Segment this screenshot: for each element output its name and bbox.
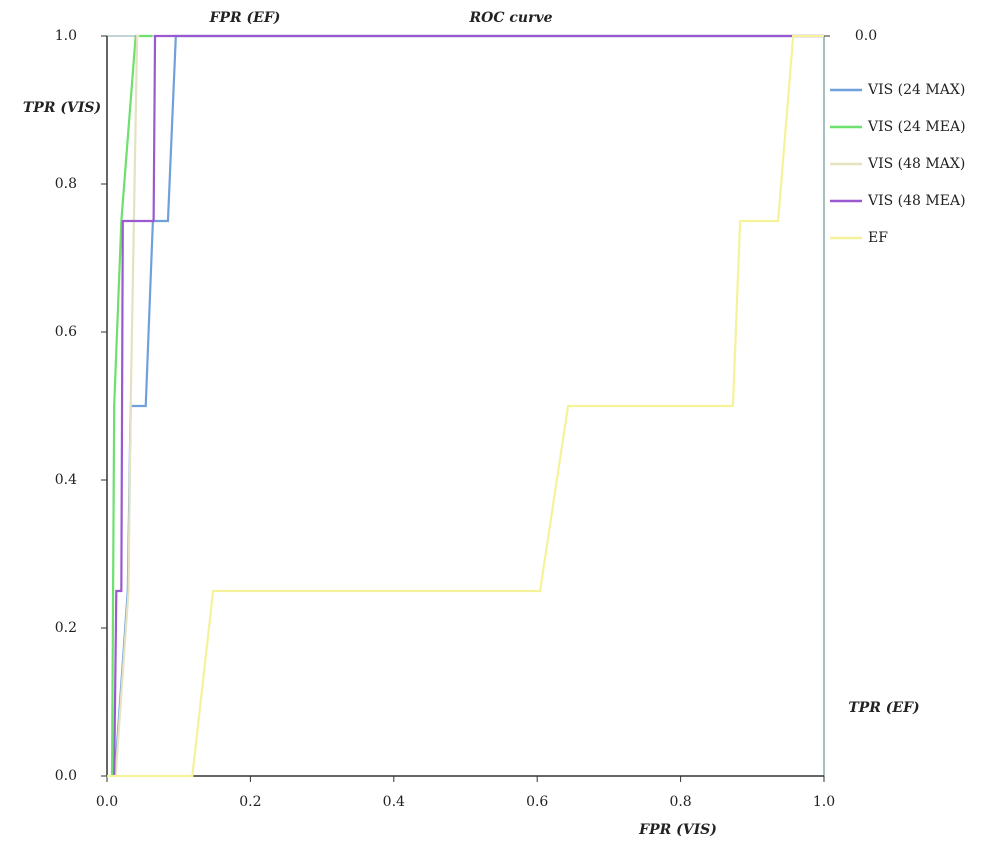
y-tick-label: 0.0 bbox=[55, 768, 77, 784]
x-tick-label: 0.0 bbox=[96, 794, 118, 810]
chart-title: ROC curve bbox=[469, 10, 553, 26]
legend-label: VIS (24 MAX) bbox=[867, 82, 965, 98]
legend-label: VIS (48 MAX) bbox=[867, 156, 965, 172]
legend-label: VIS (24 MEA) bbox=[867, 119, 966, 135]
y-tick-label: 0.8 bbox=[55, 176, 77, 192]
roc-line bbox=[110, 34, 153, 777]
x-tick-label: 0.8 bbox=[669, 794, 691, 810]
y-tick-label: 0.2 bbox=[55, 620, 77, 636]
roc-line bbox=[114, 34, 140, 777]
x-axis-label: FPR (VIS) bbox=[638, 822, 717, 838]
roc-line bbox=[107, 34, 824, 778]
y-axis-label: TPR (VIS) bbox=[23, 100, 101, 116]
x2-axis-label: FPR (EF) bbox=[209, 10, 281, 26]
y-tick-label: 0.6 bbox=[55, 324, 77, 340]
roc-line bbox=[113, 34, 824, 777]
legend-label: VIS (48 MEA) bbox=[867, 193, 966, 209]
x-tick-label: 1.0 bbox=[813, 794, 835, 810]
x-tick-label: 0.2 bbox=[239, 794, 261, 810]
y-tick-label: 0.4 bbox=[55, 472, 77, 488]
y-tick-label: 1.0 bbox=[55, 28, 77, 44]
legend-label: EF bbox=[868, 230, 888, 246]
y2-axis-label: TPR (EF) bbox=[848, 700, 919, 716]
y2-tick-label: 0.0 bbox=[855, 28, 877, 44]
x-tick-label: 0.6 bbox=[526, 794, 548, 810]
x-tick-label: 0.4 bbox=[383, 794, 405, 810]
